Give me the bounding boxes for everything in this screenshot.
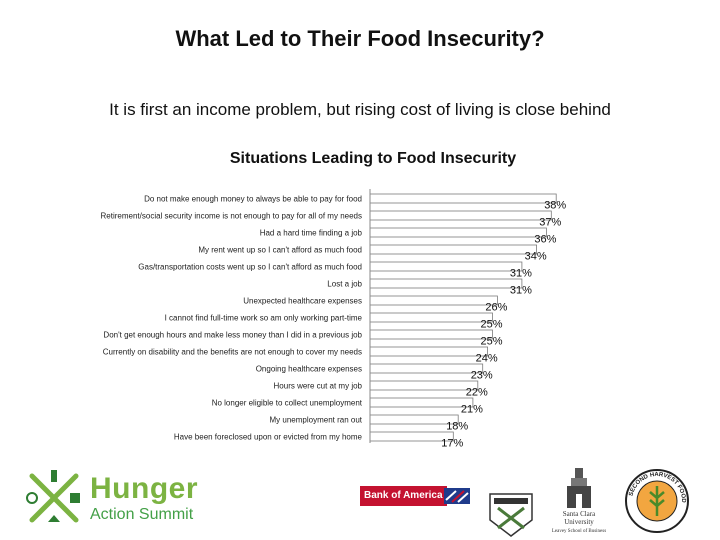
value-label: 17% xyxy=(441,438,463,450)
category-label: Have been foreclosed upon or evicted fro… xyxy=(174,433,363,442)
category-label: I cannot find full-time work so am only … xyxy=(165,314,363,323)
bar xyxy=(369,329,493,340)
bank-of-america-logo-text: Bank of America xyxy=(360,486,447,506)
bar-chart: Do not make enough money to always be ab… xyxy=(101,189,566,450)
mission-tower-icon xyxy=(567,468,591,508)
bar xyxy=(369,261,523,272)
bar xyxy=(369,346,488,357)
university-tagline: Leavey School of Business xyxy=(551,529,607,534)
value-label: 25% xyxy=(481,336,503,348)
category-label: Lost a job xyxy=(327,280,362,289)
value-label: 24% xyxy=(476,353,498,365)
bar xyxy=(369,210,552,221)
bar xyxy=(369,227,547,238)
bar xyxy=(369,312,493,323)
slide-title: What Led to Their Food Insecurity? xyxy=(175,26,545,51)
category-label: Hours were cut at my job xyxy=(274,382,363,391)
bar xyxy=(369,278,523,289)
hunger-action-summit-logo: Hunger Action Summit xyxy=(24,468,234,528)
santa-clara-university-logo: Santa Clara University Leavey School of … xyxy=(548,466,610,536)
category-label: My unemployment ran out xyxy=(270,416,363,425)
flag-icon xyxy=(444,488,470,504)
bar xyxy=(369,397,474,408)
bar xyxy=(369,380,479,391)
bar xyxy=(369,414,459,425)
value-label: 38% xyxy=(544,200,566,212)
value-label: 34% xyxy=(525,251,547,263)
value-label: 37% xyxy=(539,217,561,229)
hunger-emblem-icon xyxy=(26,470,80,523)
category-labels: Do not make enough money to always be ab… xyxy=(101,195,363,442)
bar xyxy=(369,193,557,204)
university-name: Santa Clara University Leavey School of … xyxy=(551,510,607,534)
value-labels: 38%37%36%34%31%31%26%25%25%24%23%22%21%1… xyxy=(441,200,566,450)
category-label: Currently on disability and the benefits… xyxy=(103,348,362,357)
value-label: 25% xyxy=(481,319,503,331)
bar xyxy=(369,244,538,255)
second-harvest-food-bank-logo: SECOND HARVEST FOOD BANK xyxy=(624,468,689,533)
hunger-logo-line1: Hunger xyxy=(90,472,198,505)
partner-shield-logo xyxy=(489,493,533,537)
category-label: Gas/transportation costs went up so I ca… xyxy=(138,263,362,272)
category-label: No longer eligible to collect unemployme… xyxy=(212,399,363,408)
chart-title: Situations Leading to Food Insecurity xyxy=(229,150,517,167)
value-label: 36% xyxy=(534,234,556,246)
category-label: Do not make enough money to always be ab… xyxy=(144,195,362,204)
category-label: Retirement/social security income is not… xyxy=(101,212,362,221)
bar xyxy=(369,363,484,374)
value-label: 31% xyxy=(510,285,532,297)
category-label: Had a hard time finding a job xyxy=(260,229,363,238)
hunger-logo-line2: Action Summit xyxy=(90,506,194,523)
value-label: 26% xyxy=(485,302,507,314)
category-label: Don't get enough hours and make less mon… xyxy=(103,331,362,340)
slide-subtitle: It is first an income problem, but risin… xyxy=(109,100,611,119)
category-label: Unexpected healthcare expenses xyxy=(243,297,362,306)
value-label: 31% xyxy=(510,268,532,280)
value-label: 18% xyxy=(446,421,468,433)
footer-logos: Hunger Action Summit Bank of America San… xyxy=(0,462,720,540)
value-label: 21% xyxy=(461,404,483,416)
bank-of-america-logo: Bank of America xyxy=(360,486,470,506)
bars xyxy=(369,193,557,442)
category-label: Ongoing healthcare expenses xyxy=(256,365,362,374)
category-label: My rent went up so I can't afford as muc… xyxy=(198,246,362,255)
value-label: 22% xyxy=(466,387,488,399)
value-label: 23% xyxy=(471,370,493,382)
bar xyxy=(369,295,498,306)
